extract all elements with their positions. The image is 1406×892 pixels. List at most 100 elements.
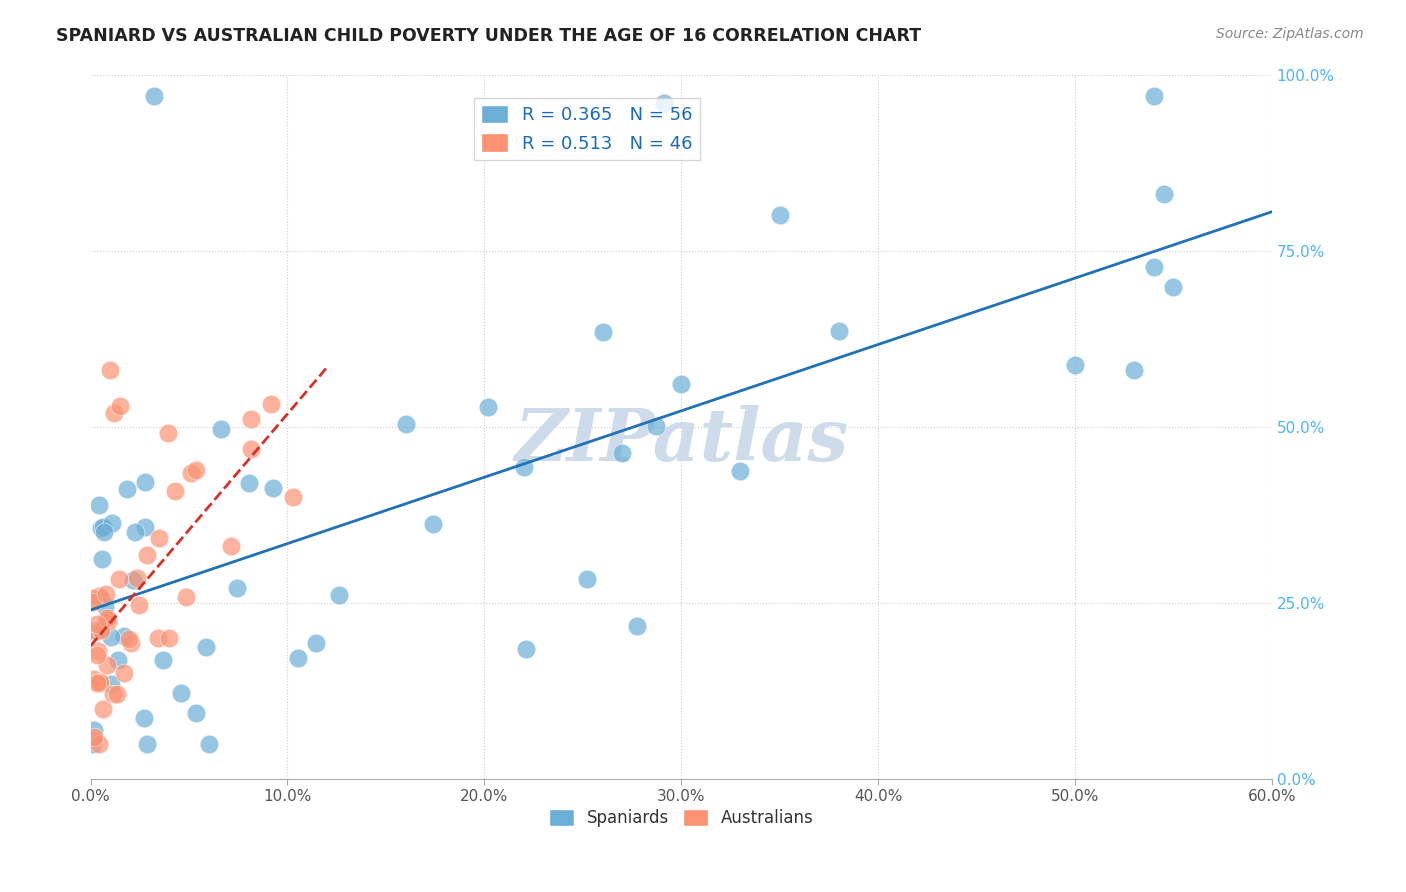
Point: [477, 401, 499, 415]
Point: [101, 516, 124, 531]
Point: [575, 572, 598, 586]
Point: [98, 363, 121, 377]
Point: [513, 459, 536, 474]
Point: [262, 481, 284, 495]
Point: [86, 648, 108, 663]
Point: [671, 376, 693, 391]
Point: [226, 582, 249, 596]
Point: [117, 632, 139, 647]
Point: [422, 516, 444, 531]
Point: [148, 632, 170, 646]
Point: [828, 324, 851, 338]
Point: [1143, 88, 1166, 103]
Point: [87, 589, 110, 603]
Point: [86, 676, 108, 690]
Point: [90, 521, 112, 535]
Point: [90, 624, 112, 638]
Point: [128, 598, 150, 612]
Point: [86, 624, 108, 638]
Point: [176, 590, 198, 604]
Point: [157, 426, 180, 441]
Point: [180, 466, 202, 480]
Point: [238, 476, 260, 491]
Point: [626, 618, 648, 632]
Point: [287, 650, 309, 665]
Point: [195, 640, 218, 655]
Point: [163, 483, 186, 498]
Point: [82, 732, 104, 747]
Point: [1123, 363, 1146, 377]
Point: [96, 611, 118, 625]
Text: Source: ZipAtlas.com: Source: ZipAtlas.com: [1216, 27, 1364, 41]
Point: [132, 711, 155, 725]
Point: [219, 540, 242, 554]
Point: [515, 642, 537, 657]
Point: [134, 519, 156, 533]
Point: [136, 548, 159, 562]
Point: [101, 687, 124, 701]
Point: [89, 498, 111, 512]
Point: [90, 591, 112, 605]
Point: [100, 677, 122, 691]
Point: [83, 730, 105, 744]
Point: [120, 636, 142, 650]
Point: [198, 737, 221, 751]
Point: [105, 687, 128, 701]
Point: [1163, 280, 1185, 294]
Point: [127, 571, 149, 585]
Point: [96, 587, 118, 601]
Point: [96, 657, 118, 672]
Point: [209, 421, 232, 435]
Point: [592, 326, 614, 340]
Point: [157, 632, 180, 646]
Point: [260, 397, 283, 411]
Point: [1143, 260, 1166, 274]
Point: [134, 475, 156, 490]
Point: [239, 442, 262, 456]
Text: SPANIARD VS AUSTRALIAN CHILD POVERTY UNDER THE AGE OF 16 CORRELATION CHART: SPANIARD VS AUSTRALIAN CHILD POVERTY UND…: [56, 27, 921, 45]
Point: [93, 524, 115, 539]
Point: [305, 636, 328, 650]
Point: [82, 624, 104, 639]
Point: [112, 629, 135, 643]
Point: [96, 615, 118, 629]
Point: [730, 464, 752, 478]
Point: [281, 490, 304, 504]
Point: [93, 702, 115, 716]
Point: [103, 406, 125, 420]
Point: [124, 524, 146, 539]
Point: [107, 652, 129, 666]
Point: [612, 446, 634, 460]
Text: ZIPatlas: ZIPatlas: [515, 405, 848, 476]
Point: [82, 737, 104, 751]
Point: [82, 595, 104, 609]
Point: [122, 574, 145, 588]
Point: [148, 532, 170, 546]
Point: [240, 412, 263, 426]
Point: [184, 706, 207, 721]
Point: [93, 599, 115, 613]
Point: [645, 419, 668, 434]
Point: [115, 482, 138, 496]
Point: [97, 613, 120, 627]
Point: [83, 723, 105, 737]
Point: [86, 616, 108, 631]
Point: [108, 399, 131, 413]
Point: [91, 519, 114, 533]
Point: [87, 644, 110, 658]
Point: [83, 672, 105, 686]
Point: [186, 462, 208, 476]
Point: [1153, 187, 1175, 202]
Point: [89, 676, 111, 690]
Legend: Spaniards, Australians: Spaniards, Australians: [543, 803, 821, 834]
Point: [152, 653, 174, 667]
Point: [170, 686, 193, 700]
Point: [1064, 358, 1087, 372]
Point: [395, 417, 418, 431]
Point: [89, 674, 111, 689]
Point: [100, 630, 122, 644]
Point: [87, 737, 110, 751]
Point: [769, 208, 792, 222]
Point: [114, 666, 136, 681]
Point: [135, 737, 157, 751]
